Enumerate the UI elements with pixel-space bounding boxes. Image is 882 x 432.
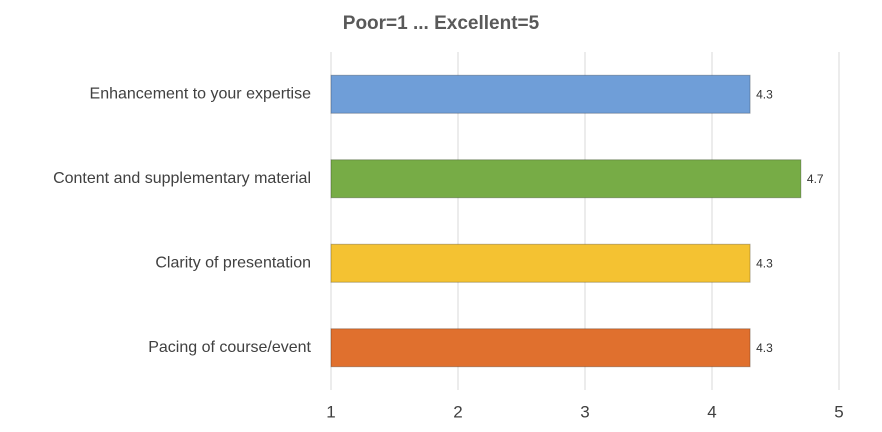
x-tick-label: 3 bbox=[580, 402, 589, 421]
value-label: 4.3 bbox=[756, 256, 773, 270]
value-label: 4.7 bbox=[807, 172, 824, 186]
x-tick-label: 1 bbox=[326, 402, 335, 421]
value-label: 4.3 bbox=[756, 341, 773, 355]
bar bbox=[330, 159, 802, 199]
x-tick-label: 4 bbox=[707, 402, 716, 421]
bar bbox=[330, 328, 751, 368]
y-tick-label: Clarity of presentation bbox=[155, 254, 311, 271]
y-tick-label: Enhancement to your expertise bbox=[90, 85, 312, 102]
y-tick-label: Pacing of course/event bbox=[148, 339, 311, 356]
y-tick-label: Content and supplementary material bbox=[53, 170, 311, 187]
x-tick-label: 5 bbox=[834, 402, 843, 421]
chart-title: Poor=1 ... Excellent=5 bbox=[343, 13, 540, 34]
value-label: 4.3 bbox=[756, 87, 773, 101]
x-tick-label: 2 bbox=[453, 402, 462, 421]
bar bbox=[330, 243, 751, 283]
bar bbox=[330, 74, 751, 114]
